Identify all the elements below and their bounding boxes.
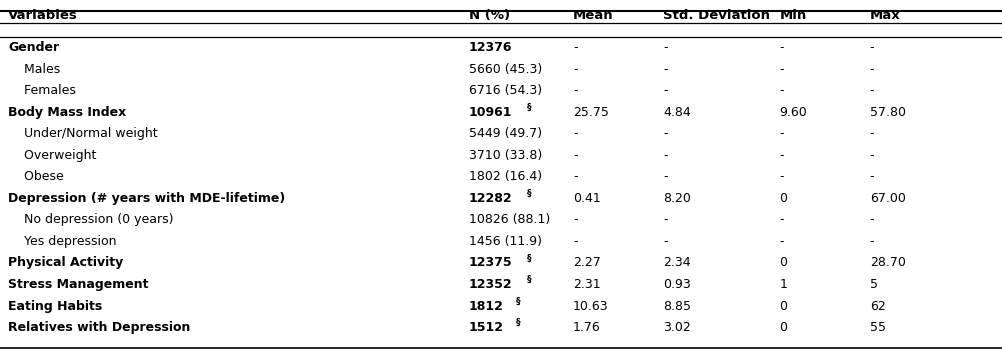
Text: -: - xyxy=(870,235,874,248)
Text: -: - xyxy=(780,214,784,226)
Text: -: - xyxy=(780,41,784,54)
Text: Females: Females xyxy=(8,84,76,97)
Text: Gender: Gender xyxy=(8,41,59,54)
Text: 0.41: 0.41 xyxy=(573,192,601,205)
Text: -: - xyxy=(663,41,667,54)
Text: 57.80: 57.80 xyxy=(870,106,906,119)
Text: 0: 0 xyxy=(780,321,788,334)
Text: Min: Min xyxy=(780,10,807,22)
Text: -: - xyxy=(780,149,784,162)
Text: -: - xyxy=(573,214,577,226)
Text: 12375: 12375 xyxy=(469,257,513,269)
Text: 25.75: 25.75 xyxy=(573,106,609,119)
Text: -: - xyxy=(870,84,874,97)
Text: -: - xyxy=(663,63,667,76)
Text: Relatives with Depression: Relatives with Depression xyxy=(8,321,190,334)
Text: §: § xyxy=(516,318,521,327)
Text: 12352: 12352 xyxy=(469,278,513,291)
Text: Body Mass Index: Body Mass Index xyxy=(8,106,126,119)
Text: -: - xyxy=(573,63,577,76)
Text: -: - xyxy=(573,127,577,140)
Text: -: - xyxy=(573,170,577,183)
Text: §: § xyxy=(527,189,532,198)
Text: Obese: Obese xyxy=(8,170,64,183)
Text: -: - xyxy=(870,127,874,140)
Text: -: - xyxy=(573,84,577,97)
Text: 3.02: 3.02 xyxy=(663,321,691,334)
Text: Males: Males xyxy=(8,63,60,76)
Text: 0.93: 0.93 xyxy=(663,278,691,291)
Text: 2.34: 2.34 xyxy=(663,257,691,269)
Text: 1: 1 xyxy=(780,278,788,291)
Text: 2.31: 2.31 xyxy=(573,278,601,291)
Text: -: - xyxy=(663,84,667,97)
Text: 67.00: 67.00 xyxy=(870,192,906,205)
Text: Std. Deviation: Std. Deviation xyxy=(663,10,771,22)
Text: 62: 62 xyxy=(870,300,886,312)
Text: 0: 0 xyxy=(780,192,788,205)
Text: -: - xyxy=(780,235,784,248)
Text: -: - xyxy=(870,170,874,183)
Text: Variables: Variables xyxy=(8,10,78,22)
Text: 10826 (88.1): 10826 (88.1) xyxy=(469,214,550,226)
Text: 3710 (33.8): 3710 (33.8) xyxy=(469,149,542,162)
Text: 5: 5 xyxy=(870,278,878,291)
Text: -: - xyxy=(870,41,874,54)
Text: -: - xyxy=(663,214,667,226)
Text: -: - xyxy=(573,149,577,162)
Text: Overweight: Overweight xyxy=(8,149,96,162)
Text: 9.60: 9.60 xyxy=(780,106,808,119)
Text: No depression (0 years): No depression (0 years) xyxy=(8,214,173,226)
Text: 12282: 12282 xyxy=(469,192,513,205)
Text: §: § xyxy=(527,103,532,112)
Text: §: § xyxy=(516,297,521,306)
Text: -: - xyxy=(870,149,874,162)
Text: Depression (# years with MDE-lifetime): Depression (# years with MDE-lifetime) xyxy=(8,192,286,205)
Text: 1812: 1812 xyxy=(469,300,504,312)
Text: 4.84: 4.84 xyxy=(663,106,691,119)
Text: 5449 (49.7): 5449 (49.7) xyxy=(469,127,542,140)
Text: 8.85: 8.85 xyxy=(663,300,691,312)
Text: N (%): N (%) xyxy=(469,10,510,22)
Text: -: - xyxy=(870,214,874,226)
Text: 2.27: 2.27 xyxy=(573,257,601,269)
Text: 0: 0 xyxy=(780,257,788,269)
Text: Stress Management: Stress Management xyxy=(8,278,148,291)
Text: 1802 (16.4): 1802 (16.4) xyxy=(469,170,542,183)
Text: Yes depression: Yes depression xyxy=(8,235,116,248)
Text: 6716 (54.3): 6716 (54.3) xyxy=(469,84,542,97)
Text: -: - xyxy=(663,127,667,140)
Text: 0: 0 xyxy=(780,300,788,312)
Text: -: - xyxy=(780,170,784,183)
Text: -: - xyxy=(663,149,667,162)
Text: -: - xyxy=(663,170,667,183)
Text: -: - xyxy=(780,127,784,140)
Text: 10961: 10961 xyxy=(469,106,512,119)
Text: Under/Normal weight: Under/Normal weight xyxy=(8,127,157,140)
Text: §: § xyxy=(527,275,532,284)
Text: -: - xyxy=(573,41,577,54)
Text: 55: 55 xyxy=(870,321,886,334)
Text: Physical Activity: Physical Activity xyxy=(8,257,123,269)
Text: 28.70: 28.70 xyxy=(870,257,906,269)
Text: 8.20: 8.20 xyxy=(663,192,691,205)
Text: 5660 (45.3): 5660 (45.3) xyxy=(469,63,542,76)
Text: 10.63: 10.63 xyxy=(573,300,609,312)
Text: Mean: Mean xyxy=(573,10,614,22)
Text: -: - xyxy=(780,63,784,76)
Text: -: - xyxy=(780,84,784,97)
Text: Max: Max xyxy=(870,10,901,22)
Text: -: - xyxy=(573,235,577,248)
Text: §: § xyxy=(527,254,532,263)
Text: -: - xyxy=(870,63,874,76)
Text: Eating Habits: Eating Habits xyxy=(8,300,102,312)
Text: 1.76: 1.76 xyxy=(573,321,601,334)
Text: -: - xyxy=(663,235,667,248)
Text: 12376: 12376 xyxy=(469,41,512,54)
Text: 1512: 1512 xyxy=(469,321,504,334)
Text: 1456 (11.9): 1456 (11.9) xyxy=(469,235,542,248)
